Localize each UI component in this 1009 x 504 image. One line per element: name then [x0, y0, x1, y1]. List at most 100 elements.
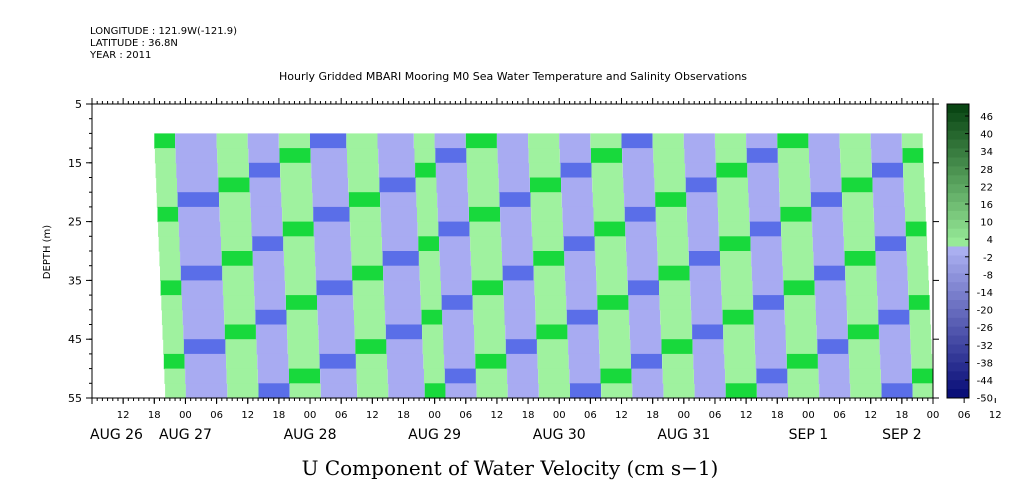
heatmap-cell-negative — [505, 324, 537, 340]
heatmap-cell-positive — [598, 324, 630, 340]
heatmap-cell-positive — [354, 309, 386, 326]
heatmap-cell-positive — [157, 206, 179, 223]
colorbar-label: -38 — [977, 358, 993, 369]
heatmap-cell-negative — [378, 162, 416, 179]
heatmap-cell-positive — [908, 295, 930, 311]
heatmap-cell-positive — [842, 206, 874, 223]
heatmap-cell-positive — [840, 148, 872, 164]
heatmap-cell-negative — [755, 339, 787, 355]
heatmap-cell-negative — [445, 383, 477, 399]
heatmap-cell-positive — [909, 309, 931, 326]
heatmap-cell-positive — [288, 353, 320, 370]
heatmap-cell-positive — [659, 280, 691, 296]
heatmap-cell-positive — [416, 192, 438, 208]
heatmap-cell-positive — [783, 265, 815, 281]
heatmap-cell-positive — [597, 295, 629, 311]
heatmap-cell-negative — [569, 368, 601, 384]
heatmap-cell-positive — [422, 339, 444, 355]
x-day-label: SEP 1 — [789, 427, 829, 443]
heatmap-cell-negative — [313, 221, 351, 237]
heatmap-cell-positive — [418, 236, 440, 252]
heatmap-cell-positive — [226, 368, 258, 384]
heatmap-cell-negative — [809, 148, 841, 164]
heatmap-cell-negative — [500, 221, 532, 237]
heatmap-cell-positive — [219, 206, 251, 223]
y-tick-label: 55 — [68, 392, 82, 405]
heatmap-cell-positive — [901, 133, 923, 149]
heatmap-cell-positive — [347, 162, 379, 179]
heatmap-cell-negative — [688, 236, 720, 252]
heatmap-cell-negative — [185, 368, 227, 384]
heatmap-cell-positive — [467, 177, 499, 193]
heatmap-cell-negative — [444, 368, 476, 384]
heatmap-cell-negative — [684, 148, 716, 164]
heatmap-cell-positive — [161, 295, 183, 311]
x-hour-label: 12 — [491, 410, 504, 421]
heatmap-cell-negative — [565, 280, 597, 296]
colorbar-swatch — [947, 148, 969, 158]
heatmap-cell-negative — [182, 295, 224, 311]
chart-title: Hourly Gridded MBARI Mooring M0 Sea Wate… — [279, 70, 747, 83]
colorbar-label: -20 — [977, 306, 993, 317]
heatmap-cell-positive — [421, 309, 443, 326]
heatmap-cell-positive — [352, 280, 384, 296]
heatmap-cell-positive — [224, 309, 256, 326]
heatmap-cell-positive — [905, 206, 926, 223]
x-hour-label: 18 — [646, 410, 659, 421]
heatmap-cell-positive — [472, 295, 504, 311]
heatmap-cell-positive — [533, 251, 565, 267]
heatmap-cell-negative — [502, 265, 534, 281]
heatmap-cell-negative — [756, 383, 788, 399]
heatmap-cell-negative — [683, 133, 715, 149]
heatmap-cell-positive — [465, 133, 497, 149]
heatmap-cell-negative — [692, 324, 724, 340]
heatmap-cell-positive — [350, 236, 382, 252]
heatmap-cell-negative — [385, 324, 423, 340]
heatmap-cell-negative — [809, 162, 841, 179]
colorbar-label: -32 — [977, 341, 993, 352]
heatmap-cell-negative — [256, 324, 288, 340]
heatmap-cell-negative — [813, 251, 845, 267]
heatmap-cell-negative — [250, 206, 282, 223]
x-hour-label: 18 — [771, 410, 784, 421]
heatmap-cell-positive — [718, 221, 750, 237]
heatmap-cell-negative — [691, 309, 723, 326]
heatmap-cell-negative — [386, 339, 423, 355]
heatmap-cell-negative — [439, 236, 471, 252]
heatmap-cell-negative — [183, 324, 225, 340]
heatmap-cell-negative — [751, 265, 783, 281]
heatmap-cell-negative — [748, 192, 780, 208]
heatmap-cell-negative — [627, 265, 659, 281]
heatmap-cell-positive — [590, 133, 622, 149]
heatmap-cell-negative — [257, 353, 289, 370]
heatmap-cell-positive — [278, 133, 310, 149]
colorbar-swatch — [947, 112, 969, 123]
heatmap-cell-negative — [564, 265, 596, 281]
heatmap-cell-negative — [257, 368, 289, 384]
colorbar-label: -50 — [977, 394, 993, 405]
heatmap-cell-negative — [746, 133, 778, 149]
heatmap-cell-positive — [418, 251, 440, 267]
heatmap-cell-negative — [814, 265, 846, 281]
colorbar-label: 34 — [980, 147, 993, 158]
colorbar-swatch — [947, 353, 969, 363]
heatmap-cell-positive — [284, 265, 316, 281]
heatmap-cell-positive — [163, 353, 185, 370]
heatmap-cell-positive — [538, 383, 570, 399]
colorbar-swatch — [947, 362, 969, 372]
heatmap-cell-negative — [380, 206, 417, 223]
heatmap-cell-negative — [312, 192, 349, 208]
heatmap-cell-negative — [567, 324, 599, 340]
heatmap-cell-positive — [599, 339, 631, 355]
x-hour-label: 12 — [864, 410, 877, 421]
heatmap-cell-negative — [442, 324, 474, 340]
heatmap-cell-negative — [319, 353, 356, 370]
heatmap-cell-positive — [848, 339, 880, 355]
heatmap-cell-positive — [655, 206, 687, 223]
heatmap-cell-negative — [317, 295, 354, 311]
x-day-label: AUG 31 — [657, 427, 710, 443]
heatmap-cell-negative — [379, 177, 416, 193]
heatmap-cell-negative — [318, 324, 355, 340]
heatmap-cell-negative — [320, 383, 358, 399]
